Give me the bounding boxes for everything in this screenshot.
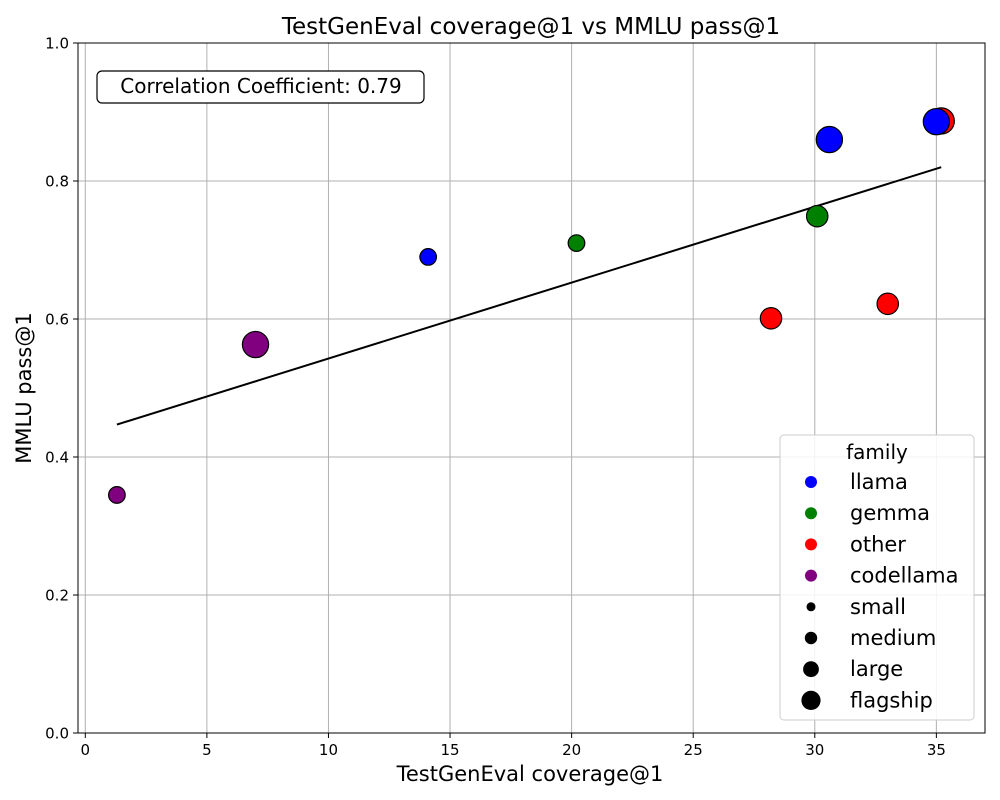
legend-label-large: large [850, 657, 903, 681]
data-point-gemma-large [805, 204, 829, 228]
data-point-other-large [876, 292, 900, 316]
y-tick-label: 0.6 [45, 311, 69, 329]
annotation-text: Correlation Coefficient: 0.79 [120, 74, 401, 98]
legend-size-marker-medium [804, 631, 818, 645]
legend-marker-gemma [805, 507, 817, 520]
y-tick-label: 0.2 [45, 587, 69, 605]
data-points [108, 107, 955, 504]
legend-marker-other [805, 538, 817, 551]
legend-title: family [846, 440, 908, 464]
annotation-box [96, 70, 425, 104]
y-tick-label: 0.8 [45, 173, 69, 191]
y-tick-label: 0.4 [45, 449, 69, 467]
x-tick-label: 35 [927, 741, 946, 759]
legend-label-codellama: codellama [850, 564, 959, 588]
legend-label-gemma: gemma [850, 501, 930, 525]
legend-size-marker-small [806, 602, 816, 612]
legend-label-other: other [850, 532, 906, 556]
legend: family llama gemma other codellama small medi… [779, 434, 975, 721]
x-tick-label: 20 [562, 741, 581, 759]
legend-size-marker-flagship [801, 690, 821, 711]
chart-title: TestGenEval coverage@1 vs MMLU pass@1 [281, 14, 780, 40]
x-tick-label: 30 [805, 741, 824, 759]
x-tick-label: 25 [684, 741, 703, 759]
legend-box [779, 434, 975, 721]
y-tick-label: 0.0 [45, 725, 69, 743]
data-point-llama-flagship [922, 107, 951, 136]
legend-entries: llama gemma other codellama small medium large… [801, 470, 959, 712]
data-point-other-large [759, 307, 783, 330]
legend-marker-codellama [805, 569, 817, 582]
plot-frame [77, 42, 986, 734]
y-axis-label: MMLU pass@1 [12, 312, 36, 463]
x-tick-label: 0 [81, 741, 91, 759]
data-point-codellama-flagship [241, 330, 270, 359]
x-tick-label: 15 [440, 741, 459, 759]
data-point-codellama-medium [108, 486, 126, 504]
data-point-gemma-medium [567, 234, 586, 253]
legend-size-marker-large [803, 661, 819, 678]
x-tick-label: 10 [319, 741, 338, 759]
axis-ticks: 0 5 10 15 20 25 30 35 0.0 0.2 0.4 0.6 0.8 1.0 [45, 35, 946, 760]
correlation-annotation: Correlation Coefficient: 0.79 [96, 70, 425, 104]
data-point-llama-flagship [815, 125, 844, 154]
legend-marker-llama [805, 476, 817, 488]
legend-label-small: small [850, 595, 906, 619]
x-tick-label: 5 [202, 741, 212, 759]
data-point-llama-medium [419, 247, 438, 266]
x-axis-label: TestGenEval coverage@1 [396, 762, 664, 786]
legend-label-flagship: flagship [850, 688, 933, 712]
legend-label-llama: llama [850, 470, 908, 494]
legend-label-medium: medium [850, 626, 936, 650]
trend-line [116, 166, 942, 426]
y-tick-label: 1.0 [45, 35, 69, 53]
